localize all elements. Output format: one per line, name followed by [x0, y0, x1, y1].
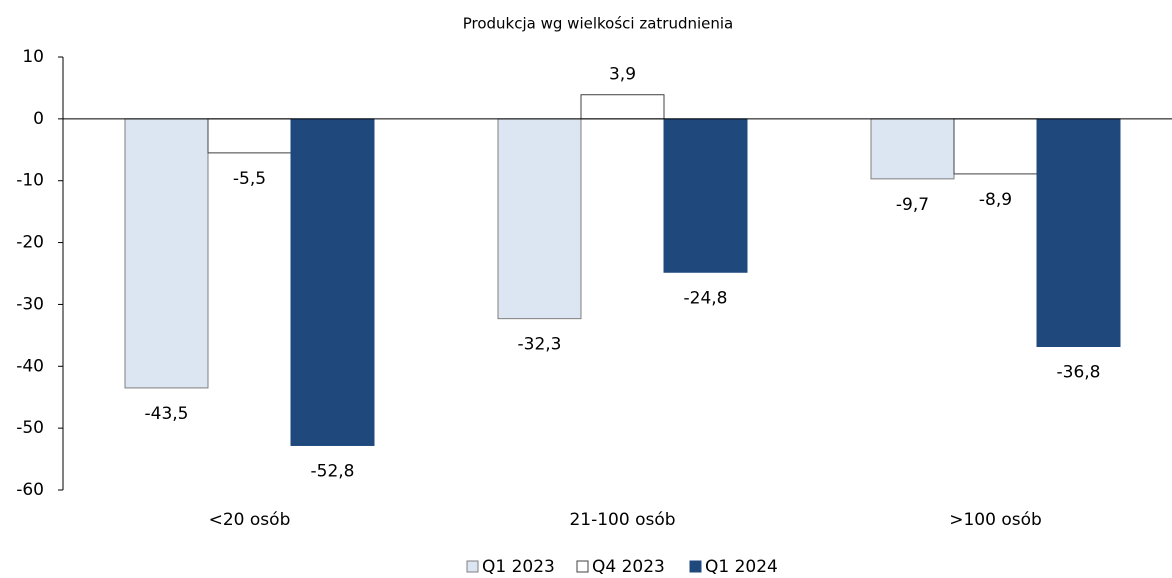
data-label: -43,5 [145, 404, 189, 424]
x-tick-label: <20 osób [209, 510, 291, 530]
bar [207, 118, 292, 154]
data-label: -8,9 [979, 190, 1012, 210]
bar [953, 118, 1038, 175]
chart-title: Produkcja wg wielkości zatrudnienia [463, 15, 734, 33]
data-label: -36,8 [1057, 362, 1101, 382]
legend-swatch [576, 560, 589, 573]
legend-label: Q1 2023 [482, 557, 555, 577]
data-label: -5,5 [233, 169, 266, 189]
y-tick-label: -40 [16, 356, 44, 376]
data-label: -24,8 [684, 288, 728, 308]
bar [497, 118, 582, 320]
x-tick-label: >100 osób [949, 510, 1042, 530]
y-tick-label: -10 [16, 171, 44, 191]
bar [870, 118, 955, 180]
bar [1036, 118, 1121, 347]
bar [124, 118, 209, 389]
bar [580, 94, 665, 120]
bar [290, 118, 375, 446]
y-tick-label: -60 [16, 480, 44, 500]
legend-swatch [466, 560, 479, 573]
legend-label: Q4 2023 [592, 557, 665, 577]
x-tick-label: 21-100 osób [569, 510, 675, 530]
data-label: -32,3 [518, 335, 562, 355]
data-label: 3,9 [609, 65, 636, 85]
data-label: -52,8 [311, 461, 355, 481]
legend-label: Q1 2024 [705, 557, 778, 577]
y-tick-label: 10 [22, 47, 44, 67]
y-tick-label: -20 [16, 233, 44, 253]
legend-swatch [689, 560, 702, 573]
y-tick-label: -30 [16, 294, 44, 314]
data-label: -9,7 [896, 195, 929, 215]
y-tick-label: 0 [33, 109, 44, 129]
bar [663, 118, 748, 273]
y-tick-label: -50 [16, 418, 44, 438]
